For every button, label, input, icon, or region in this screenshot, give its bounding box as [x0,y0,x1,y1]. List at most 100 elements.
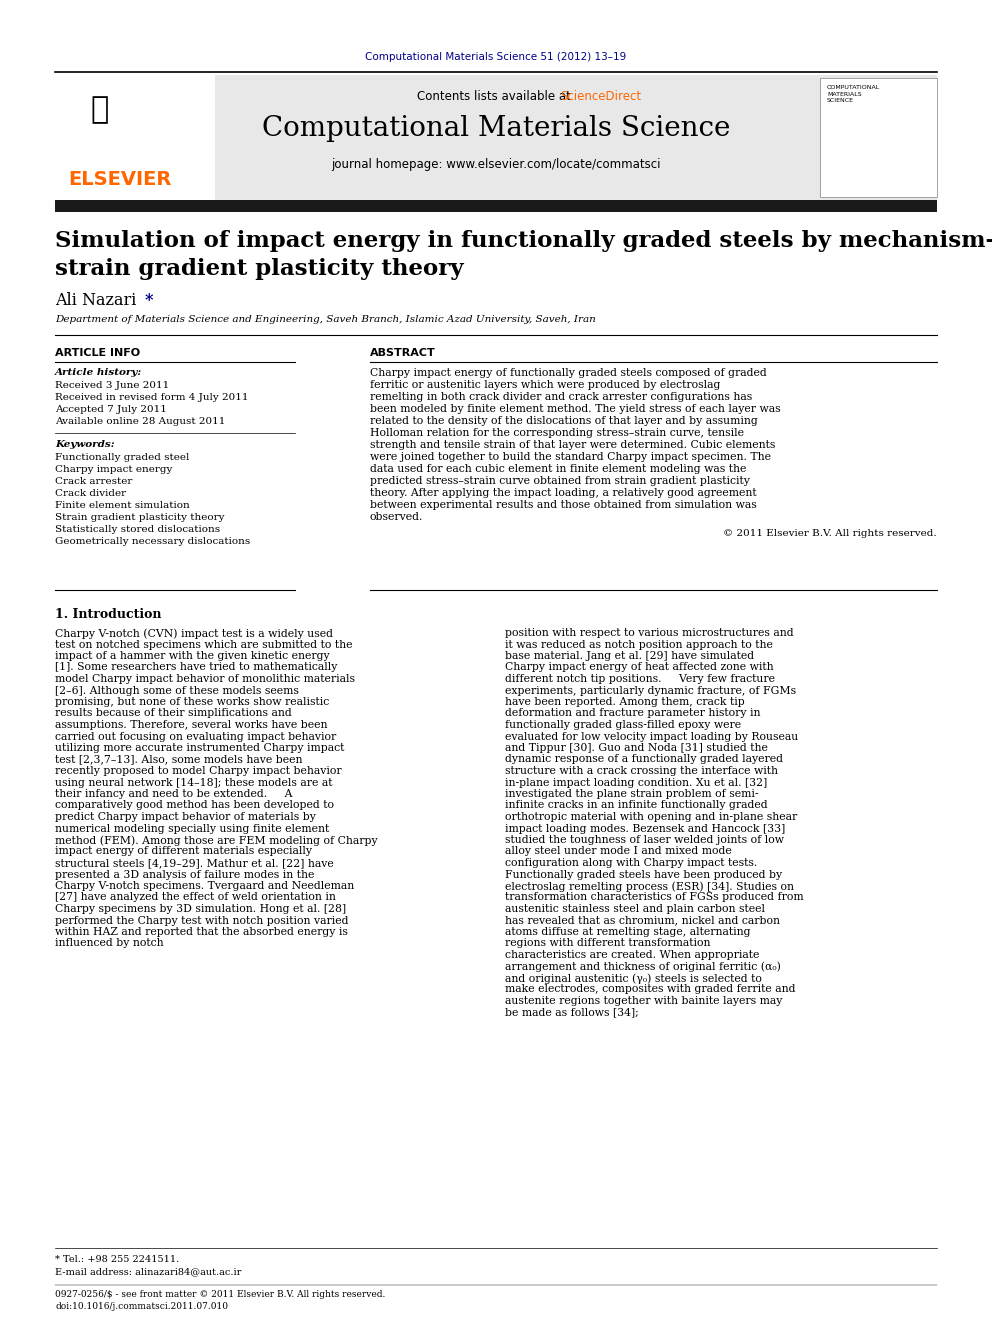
Text: infinite cracks in an infinite functionally graded: infinite cracks in an infinite functiona… [505,800,768,811]
Text: numerical modeling specially using finite element: numerical modeling specially using finit… [55,823,329,833]
Text: remelting in both crack divider and crack arrester configurations has: remelting in both crack divider and crac… [370,392,752,402]
Text: results because of their simplifications and: results because of their simplifications… [55,709,292,718]
Text: deformation and fracture parameter history in: deformation and fracture parameter histo… [505,709,761,718]
Text: structural steels [4,19–29]. Mathur et al. [22] have: structural steels [4,19–29]. Mathur et a… [55,859,333,868]
Text: Department of Materials Science and Engineering, Saveh Branch, Islamic Azad Univ: Department of Materials Science and Engi… [55,315,596,324]
FancyBboxPatch shape [820,78,937,197]
Text: dynamic response of a functionally graded layered: dynamic response of a functionally grade… [505,754,783,765]
Text: ferritic or austenitic layers which were produced by electroslag: ferritic or austenitic layers which were… [370,380,720,390]
Text: Article history:: Article history: [55,368,142,377]
Text: presented a 3D analysis of failure modes in the: presented a 3D analysis of failure modes… [55,869,314,880]
Text: 0927-0256/$ - see front matter © 2011 Elsevier B.V. All rights reserved.: 0927-0256/$ - see front matter © 2011 El… [55,1290,385,1299]
Text: Contents lists available at: Contents lists available at [418,90,574,103]
Text: influenced by notch: influenced by notch [55,938,164,949]
Text: have been reported. Among them, crack tip: have been reported. Among them, crack ti… [505,697,745,706]
Text: alloy steel under mode I and mixed mode: alloy steel under mode I and mixed mode [505,847,732,856]
Text: in-plane impact loading condition. Xu et al. [32]: in-plane impact loading condition. Xu et… [505,778,767,787]
Text: 🌳: 🌳 [91,95,109,124]
Text: Computational Materials Science: Computational Materials Science [262,115,730,142]
Text: doi:10.1016/j.commatsci.2011.07.010: doi:10.1016/j.commatsci.2011.07.010 [55,1302,228,1311]
Text: Charpy V-notch specimens. Tvergaard and Needleman: Charpy V-notch specimens. Tvergaard and … [55,881,354,890]
Text: been modeled by finite element method. The yield stress of each layer was: been modeled by finite element method. T… [370,404,781,414]
Text: base material. Jang et al. [29] have simulated: base material. Jang et al. [29] have sim… [505,651,754,662]
Text: austenite regions together with bainite layers may: austenite regions together with bainite … [505,996,783,1005]
Text: characteristics are created. When appropriate: characteristics are created. When approp… [505,950,759,960]
Text: Available online 28 August 2011: Available online 28 August 2011 [55,417,225,426]
Text: ELSEVIER: ELSEVIER [68,169,172,189]
Text: Computational Materials Science 51 (2012) 13–19: Computational Materials Science 51 (2012… [365,52,627,62]
Text: predict Charpy impact behavior of materials by: predict Charpy impact behavior of materi… [55,812,315,822]
Text: regions with different transformation: regions with different transformation [505,938,710,949]
Text: * Tel.: +98 255 2241511.: * Tel.: +98 255 2241511. [55,1256,180,1263]
Text: experiments, particularly dynamic fracture, of FGMs: experiments, particularly dynamic fractu… [505,685,797,696]
Text: model Charpy impact behavior of monolithic materials: model Charpy impact behavior of monolith… [55,673,355,684]
Text: and Tippur [30]. Guo and Noda [31] studied the: and Tippur [30]. Guo and Noda [31] studi… [505,744,768,753]
Text: impact loading modes. Bezensek and Hancock [33]: impact loading modes. Bezensek and Hanco… [505,823,786,833]
Text: promising, but none of these works show realistic: promising, but none of these works show … [55,697,329,706]
Text: data used for each cubic element in finite element modeling was the: data used for each cubic element in fini… [370,464,746,474]
Text: position with respect to various microstructures and: position with respect to various microst… [505,628,794,638]
Text: utilizing more accurate instrumented Charpy impact: utilizing more accurate instrumented Cha… [55,744,344,753]
Text: Statistically stored dislocations: Statistically stored dislocations [55,525,220,534]
Text: journal homepage: www.elsevier.com/locate/commatsci: journal homepage: www.elsevier.com/locat… [331,157,661,171]
Text: Accepted 7 July 2011: Accepted 7 July 2011 [55,405,167,414]
Text: Received in revised form 4 July 2011: Received in revised form 4 July 2011 [55,393,249,402]
Text: performed the Charpy test with notch position varied: performed the Charpy test with notch pos… [55,916,348,926]
Text: it was reduced as notch position approach to the: it was reduced as notch position approac… [505,639,773,650]
Text: observed.: observed. [370,512,424,523]
Text: [1]. Some researchers have tried to mathematically: [1]. Some researchers have tried to math… [55,663,337,672]
Text: ABSTRACT: ABSTRACT [370,348,435,359]
Text: Strain gradient plasticity theory: Strain gradient plasticity theory [55,513,224,523]
Text: between experimental results and those obtained from simulation was: between experimental results and those o… [370,500,757,509]
Text: COMPUTATIONAL
MATERIALS
SCIENCE: COMPUTATIONAL MATERIALS SCIENCE [827,85,880,103]
Text: Functionally graded steels have been produced by: Functionally graded steels have been pro… [505,869,782,880]
Text: make electrodes, composites with graded ferrite and: make electrodes, composites with graded … [505,984,796,995]
Text: Holloman relation for the corresponding stress–strain curve, tensile: Holloman relation for the corresponding … [370,429,744,438]
Text: Charpy V-notch (CVN) impact test is a widely used: Charpy V-notch (CVN) impact test is a wi… [55,628,333,639]
Text: Finite element simulation: Finite element simulation [55,501,189,509]
Text: *: * [145,292,154,310]
Text: evaluated for low velocity impact loading by Rouseau: evaluated for low velocity impact loadin… [505,732,799,741]
Text: comparatively good method has been developed to: comparatively good method has been devel… [55,800,334,811]
Text: theory. After applying the impact loading, a relatively good agreement: theory. After applying the impact loadin… [370,488,757,497]
Text: investigated the plane strain problem of semi-: investigated the plane strain problem of… [505,789,759,799]
Text: Charpy impact energy: Charpy impact energy [55,464,173,474]
Text: configuration along with Charpy impact tests.: configuration along with Charpy impact t… [505,859,757,868]
Text: test [2,3,7–13]. Also, some models have been: test [2,3,7–13]. Also, some models have … [55,754,303,765]
Text: Simulation of impact energy in functionally graded steels by mechanism-based
str: Simulation of impact energy in functiona… [55,230,992,280]
Text: Functionally graded steel: Functionally graded steel [55,452,189,462]
Text: 1. Introduction: 1. Introduction [55,609,162,620]
Text: predicted stress–strain curve obtained from strain gradient plasticity: predicted stress–strain curve obtained f… [370,476,750,486]
Text: studied the toughness of laser welded joints of low: studied the toughness of laser welded jo… [505,835,784,845]
FancyBboxPatch shape [55,200,937,212]
Text: has revealed that as chromium, nickel and carbon: has revealed that as chromium, nickel an… [505,916,780,926]
Text: [27] have analyzed the effect of weld orientation in: [27] have analyzed the effect of weld or… [55,893,336,902]
Text: Crack arrester: Crack arrester [55,478,132,486]
Text: and original austenitic (γ₀) steels is selected to: and original austenitic (γ₀) steels is s… [505,972,762,983]
Text: Ali Nazari: Ali Nazari [55,292,136,310]
Text: E-mail address: alinazari84@aut.ac.ir: E-mail address: alinazari84@aut.ac.ir [55,1267,241,1275]
Text: method (FEM). Among those are FEM modeling of Charpy: method (FEM). Among those are FEM modeli… [55,835,378,845]
Text: Charpy impact energy of heat affected zone with: Charpy impact energy of heat affected zo… [505,663,774,672]
Text: Crack divider: Crack divider [55,490,126,497]
Text: impact of a hammer with the given kinetic energy: impact of a hammer with the given kineti… [55,651,329,662]
Text: within HAZ and reported that the absorbed energy is: within HAZ and reported that the absorbe… [55,927,348,937]
FancyBboxPatch shape [55,75,937,200]
Text: test on notched specimens which are submitted to the: test on notched specimens which are subm… [55,639,352,650]
Text: recently proposed to model Charpy impact behavior: recently proposed to model Charpy impact… [55,766,341,777]
Text: austenitic stainless steel and plain carbon steel: austenitic stainless steel and plain car… [505,904,765,914]
Text: Charpy impact energy of functionally graded steels composed of graded: Charpy impact energy of functionally gra… [370,368,767,378]
Text: © 2011 Elsevier B.V. All rights reserved.: © 2011 Elsevier B.V. All rights reserved… [723,529,937,538]
FancyBboxPatch shape [55,75,215,200]
Text: electroslag remelting process (ESR) [34]. Studies on: electroslag remelting process (ESR) [34]… [505,881,794,892]
Text: [2–6]. Although some of these models seems: [2–6]. Although some of these models see… [55,685,299,696]
Text: using neural network [14–18]; these models are at: using neural network [14–18]; these mode… [55,778,332,787]
Text: different notch tip positions.     Very few fracture: different notch tip positions. Very few … [505,673,775,684]
Text: ARTICLE INFO: ARTICLE INFO [55,348,140,359]
Text: transformation characteristics of FGSs produced from: transformation characteristics of FGSs p… [505,893,804,902]
Text: arrangement and thickness of original ferritic (α₀): arrangement and thickness of original fe… [505,962,781,972]
Text: assumptions. Therefore, several works have been: assumptions. Therefore, several works ha… [55,720,327,730]
Text: structure with a crack crossing the interface with: structure with a crack crossing the inte… [505,766,778,777]
Text: functionally graded glass-filled epoxy were: functionally graded glass-filled epoxy w… [505,720,741,730]
Text: Keywords:: Keywords: [55,441,115,448]
